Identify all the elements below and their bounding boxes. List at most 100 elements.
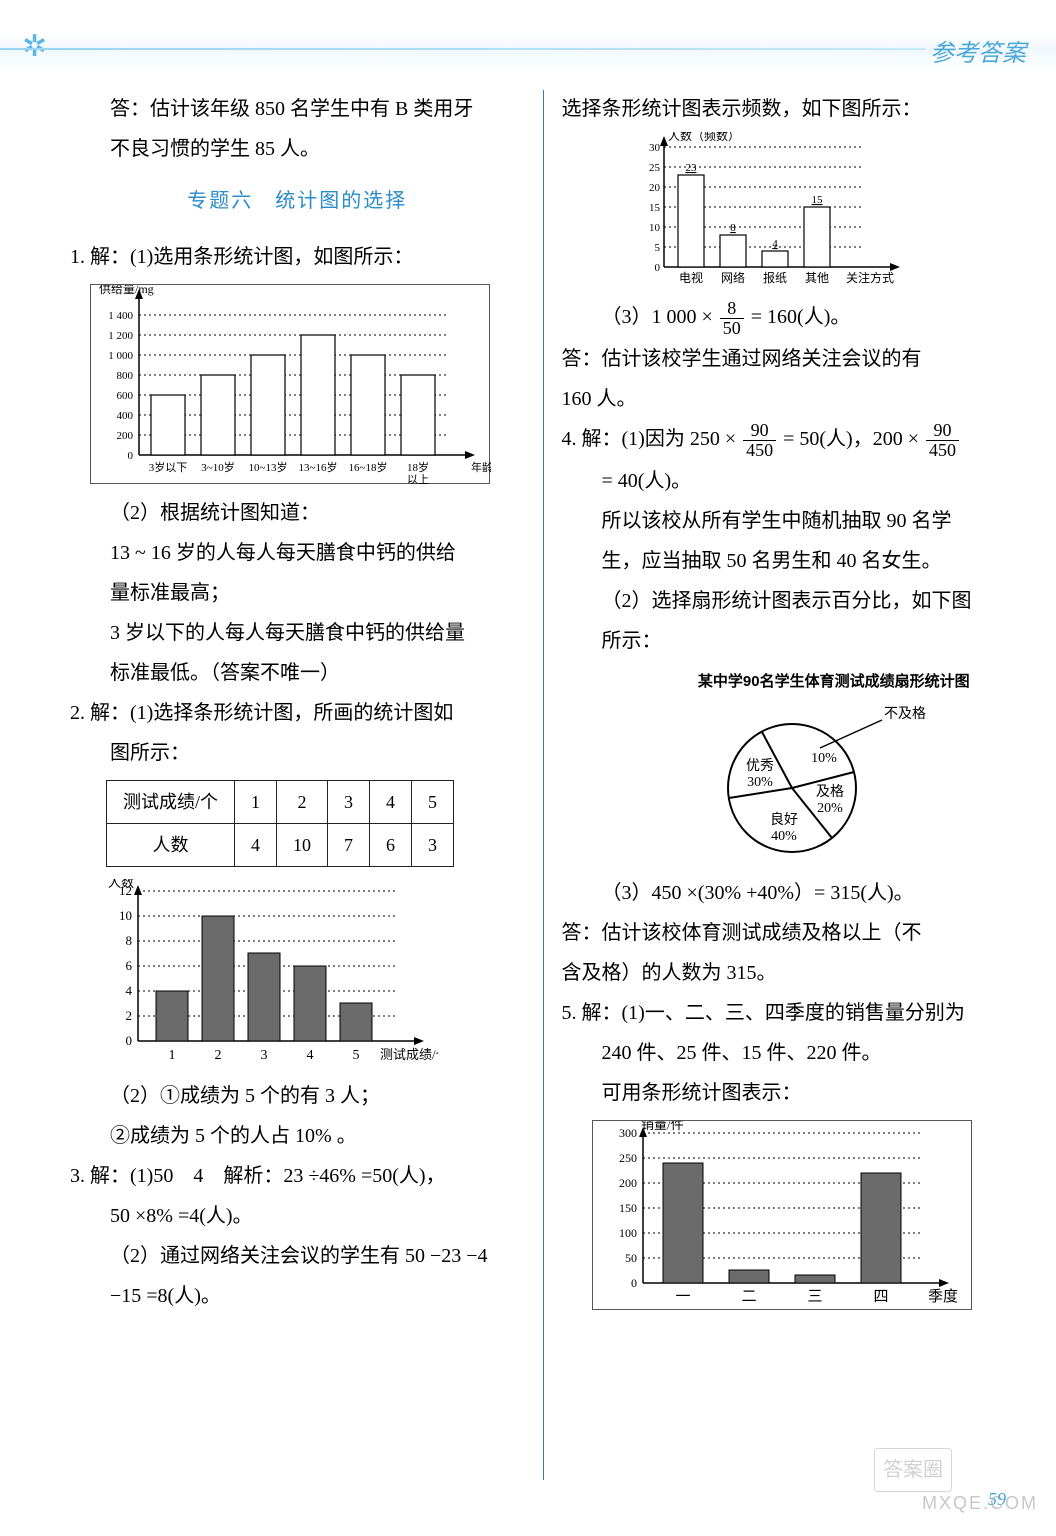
svg-text:电视: 电视 [678, 270, 702, 285]
right-column: 选择条形统计图表示频数，如下图所示： [562, 90, 1017, 1480]
text: 2. 解：(1)选择条形统计图，所画的统计图如 [70, 694, 525, 732]
svg-text:0: 0 [631, 1276, 637, 1290]
svg-text:季度: 季度 [927, 1288, 957, 1305]
svg-text:3岁以下: 3岁以下 [149, 460, 188, 474]
text: （2）①成绩为 5 个的有 3 人； [70, 1077, 525, 1115]
cell: 3 [328, 781, 370, 824]
text: 5. 解：(1)一、二、三、四季度的销售量分别为 [562, 994, 1017, 1032]
chart-sales: 0 50 100 150 200 250 300 [592, 1120, 972, 1310]
svg-text:四: 四 [873, 1289, 888, 1305]
text: = 40(人)。 [562, 462, 1017, 500]
cell: 3 [412, 824, 454, 867]
text: 所以该校从所有学生中随机抽取 90 名学 [562, 502, 1017, 540]
svg-text:30: 30 [649, 142, 661, 154]
watermark-url: MXQE.COM [922, 1486, 1038, 1520]
svg-text:人数: 人数 [108, 879, 134, 890]
text: （2）根据统计图知道： [70, 494, 525, 532]
svg-text:8: 8 [730, 222, 736, 234]
svg-text:50: 50 [625, 1251, 637, 1265]
svg-text:1 000: 1 000 [108, 350, 133, 362]
text: 所示： [562, 622, 1017, 660]
svg-text:其他: 其他 [804, 271, 828, 285]
text: 图所示： [70, 734, 525, 772]
svg-text:0: 0 [654, 262, 660, 274]
svg-text:及格: 及格 [816, 784, 844, 800]
text: 答：估计该校体育测试成绩及格以上（不 [562, 914, 1017, 952]
chart-attention: 0 5 10 15 20 25 30 2 [632, 132, 1017, 292]
svg-text:15: 15 [649, 202, 661, 214]
fraction: 90 450 [926, 421, 959, 460]
svg-text:10: 10 [649, 222, 661, 234]
den: 450 [926, 441, 959, 460]
svg-text:4: 4 [307, 1048, 314, 1063]
text: 13 ~ 16 岁的人每人每天膳食中钙的供给 [70, 534, 525, 572]
den: 50 [720, 319, 744, 338]
svg-text:0: 0 [128, 450, 134, 462]
num: 90 [926, 421, 959, 441]
svg-text:40%: 40% [771, 829, 797, 844]
svg-text:20%: 20% [817, 801, 843, 816]
pie-title: 某中学90名学生体育测试成绩扇形统计图 [652, 668, 1017, 697]
cell: 4 [370, 781, 412, 824]
t: = 160(人)。 [751, 306, 851, 328]
text: 4. 解：(1)因为 250 × 90 450 = 50(人)，200 × 90… [562, 420, 1017, 460]
text: （2）选择扇形统计图表示百分比，如下图 [562, 582, 1017, 620]
svg-text:10~13岁: 10~13岁 [249, 460, 288, 474]
svg-text:300: 300 [619, 1126, 637, 1140]
svg-text:100: 100 [619, 1226, 637, 1240]
svg-text:二: 二 [741, 1289, 756, 1305]
text: 240 件、25 件、15 件、220 件。 [562, 1034, 1017, 1072]
score-table: 测试成绩/个 1 2 3 4 5 人数 4 10 7 6 3 [106, 780, 454, 867]
svg-text:1: 1 [169, 1048, 176, 1063]
svg-text:年龄/岁: 年龄/岁 [471, 460, 491, 474]
svg-text:13~16岁: 13~16岁 [299, 460, 338, 474]
svg-text:优秀: 优秀 [746, 758, 774, 774]
svg-text:250: 250 [619, 1151, 637, 1165]
svg-text:600: 600 [117, 390, 134, 402]
num: 8 [720, 299, 744, 319]
svg-text:三: 三 [807, 1289, 822, 1305]
chart-calcium: 0 200 400 600 800 1 000 1 200 1 400 [90, 284, 490, 484]
header-rule [0, 48, 926, 50]
svg-text:良好: 良好 [770, 812, 798, 828]
svg-text:4: 4 [126, 983, 133, 998]
svg-text:25: 25 [649, 162, 661, 174]
svg-text:20: 20 [649, 182, 661, 194]
text: 标准最低。（答案不唯一） [70, 654, 525, 692]
left-column: 答：估计该年级 850 名学生中有 B 类用牙 不良习惯的学生 85 人。 专题… [70, 90, 525, 1480]
svg-text:200: 200 [117, 430, 134, 442]
svg-text:2: 2 [215, 1048, 222, 1063]
text: 160 人。 [562, 380, 1017, 418]
text: 答：估计该校学生通过网络关注会议的有 [562, 340, 1017, 378]
pie-chart: 优秀30% 10% 及格20% 良好40% 不及格 [682, 698, 1017, 868]
cell: 人数 [107, 824, 235, 867]
t: （3）1 000 × [602, 306, 713, 328]
den: 450 [743, 441, 776, 460]
svg-text:1 400: 1 400 [108, 310, 133, 322]
svg-text:销量/件: 销量/件 [641, 1121, 684, 1132]
svg-text:15: 15 [811, 194, 823, 206]
svg-text:16~18岁: 16~18岁 [349, 460, 388, 474]
svg-text:0: 0 [126, 1033, 133, 1048]
text: 答：估计该年级 850 名学生中有 B 类用牙 [70, 90, 525, 128]
svg-text:10: 10 [119, 908, 132, 923]
cell: 1 [235, 781, 277, 824]
text: （3）450 ×(30% +40%）= 315(人)。 [562, 874, 1017, 912]
num: 90 [743, 421, 776, 441]
text: 可用条形统计图表示： [562, 1074, 1017, 1112]
header-title: 参考答案 [930, 32, 1026, 78]
text: （3）1 000 × 8 50 = 160(人)。 [562, 298, 1017, 338]
text: 1. 解：(1)选用条形统计图，如图所示： [70, 238, 525, 276]
svg-text:200: 200 [619, 1176, 637, 1190]
text: 生，应当抽取 50 名男生和 40 名女生。 [562, 542, 1017, 580]
fraction: 90 450 [743, 421, 776, 460]
text: 3. 解：(1)50 4 解析：23 ÷46% =50(人)， [70, 1157, 525, 1195]
windmill-icon: ✲ [22, 18, 47, 75]
svg-text:5: 5 [353, 1048, 360, 1063]
cell: 10 [277, 824, 328, 867]
svg-text:一: 一 [675, 1289, 690, 1305]
svg-text:网络: 网络 [720, 270, 744, 285]
t: 4. 解：(1)因为 250 × [562, 428, 737, 450]
cell: 6 [370, 824, 412, 867]
text: 3 岁以下的人每人每天膳食中钙的供给量 [70, 614, 525, 652]
